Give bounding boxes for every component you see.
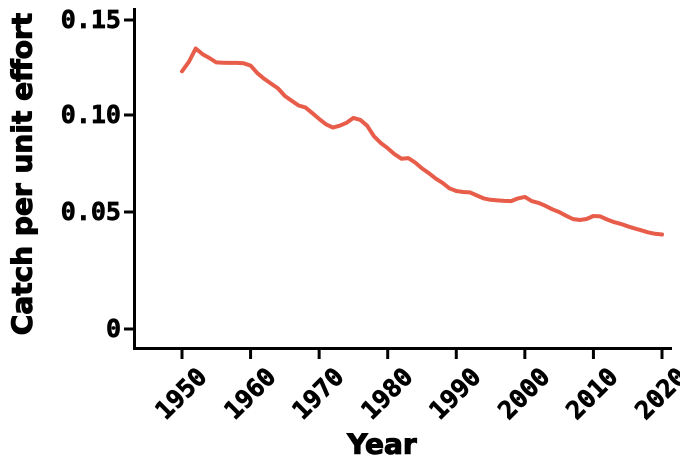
y-tick-label: 0.05 xyxy=(60,197,121,227)
x-axis-title: Year xyxy=(347,427,418,461)
y-axis-title: Catch per unit effort xyxy=(5,12,39,336)
y-tick-label: 0 xyxy=(105,314,122,344)
catch-per-unit-effort-line xyxy=(180,46,664,237)
y-tick-label: 0.15 xyxy=(60,5,121,35)
y-tick-label: 0.10 xyxy=(60,100,121,130)
